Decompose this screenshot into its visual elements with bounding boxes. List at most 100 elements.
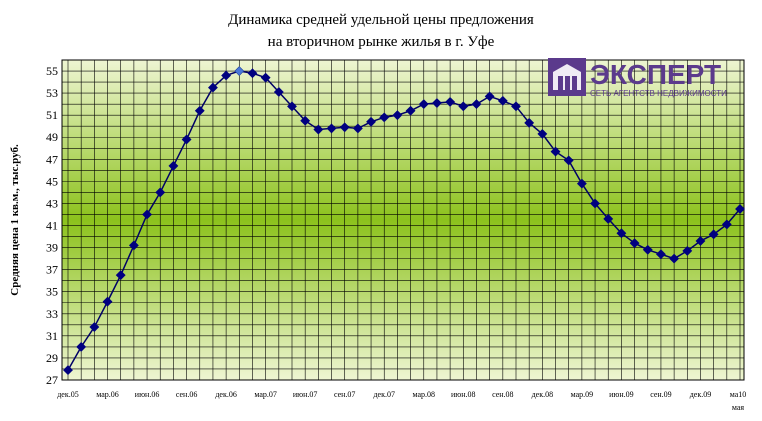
data-point-marker xyxy=(629,238,640,249)
data-point-marker xyxy=(735,204,745,214)
data-point-marker xyxy=(313,124,324,135)
y-tick-label: 55 xyxy=(46,64,58,78)
x-tick-label: сен.09 xyxy=(650,390,671,399)
y-tick-label: 29 xyxy=(46,351,58,365)
y-axis-ticks: 27 29 31 33 35 37 39 41 43 45 47 49 51 53 55 xyxy=(46,64,58,387)
x-tick-label: сен.08 xyxy=(492,390,513,399)
y-tick-label: 27 xyxy=(46,373,58,387)
y-tick-label: 39 xyxy=(46,241,58,255)
data-point-marker xyxy=(142,209,152,220)
data-point-marker xyxy=(432,98,442,108)
data-point-marker xyxy=(89,322,100,332)
y-tick-label: 53 xyxy=(46,86,58,100)
data-point-marker xyxy=(721,219,732,230)
y-tick-label: 49 xyxy=(46,130,58,144)
x-tick-label: дек.09 xyxy=(690,390,712,399)
data-point-marker xyxy=(352,123,363,134)
data-point-marker xyxy=(168,161,179,171)
x-tick-label: дек.05 xyxy=(57,390,79,399)
data-point-marker xyxy=(405,105,416,116)
y-tick-label: 33 xyxy=(46,307,58,321)
y-tick-label: 35 xyxy=(46,285,58,299)
x-tick-label: июн.08 xyxy=(451,390,476,399)
data-point-marker xyxy=(458,101,469,112)
data-point-marker xyxy=(497,95,508,106)
data-point-marker xyxy=(695,236,706,246)
x-axis-ticks: дек.05 мар.06 июн.06 сен.06 дек.06 мар.07 июн.… xyxy=(57,390,746,412)
data-point-marker xyxy=(590,198,600,209)
data-point-marker xyxy=(221,70,232,81)
data-point-marker xyxy=(102,296,113,307)
x-tick-label: дек.08 xyxy=(532,390,554,399)
data-point-marker xyxy=(656,249,666,260)
data-point-marker xyxy=(471,99,482,110)
gridlines xyxy=(61,59,745,381)
chart-title-line-1: Динамика средней удельной цены предложен… xyxy=(228,12,534,28)
data-point-marker xyxy=(682,245,693,256)
x-tick-label: сен.06 xyxy=(176,390,197,399)
data-point-marker xyxy=(234,66,245,76)
data-point-marker xyxy=(326,123,337,134)
x-tick-label: дек.06 xyxy=(215,390,237,399)
y-axis-label: Средняя цена 1 кв.м., тыс.руб. xyxy=(9,144,21,296)
data-point-marker xyxy=(247,68,258,79)
data-point-marker xyxy=(418,99,429,110)
data-point-marker xyxy=(616,228,627,239)
series-line xyxy=(67,70,741,371)
data-point-marker xyxy=(524,117,535,128)
data-point-marker xyxy=(669,253,680,264)
y-tick-label: 43 xyxy=(46,196,58,210)
data-point-marker xyxy=(208,82,218,93)
data-point-marker xyxy=(128,240,139,251)
plot-area xyxy=(62,60,744,380)
x-tick-label: мар.07 xyxy=(254,390,277,399)
data-point-marker xyxy=(379,112,390,123)
y-tick-label: 45 xyxy=(46,174,58,188)
data-point-marker xyxy=(260,72,271,83)
data-point-marker xyxy=(392,110,403,121)
x-tick-label: дек.07 xyxy=(373,390,395,399)
data-point-marker xyxy=(563,155,574,166)
data-point-marker xyxy=(115,270,126,281)
data-point-marker xyxy=(339,122,350,133)
x-tick-label: июн.07 xyxy=(293,390,318,399)
data-point-marker xyxy=(550,146,561,157)
data-point-marker xyxy=(445,97,456,107)
data-point-marker xyxy=(76,341,87,352)
y-tick-label: 47 xyxy=(46,152,58,166)
y-tick-label: 51 xyxy=(46,108,58,122)
data-point-marker xyxy=(273,87,284,97)
y-tick-label: 41 xyxy=(46,219,58,233)
data-point-marker xyxy=(366,116,376,127)
x-tick-label: ма10 xyxy=(730,390,747,399)
plot-border xyxy=(61,59,745,381)
data-point-marker xyxy=(642,244,653,255)
data-point-marker xyxy=(603,213,614,224)
chart-title-line-2: на вторичном рынке жилья в г. Уфе xyxy=(268,34,495,50)
data-point-marker xyxy=(484,91,495,102)
data-point-marker xyxy=(63,365,73,375)
logo-tagline: СЕТЬ АГЕНТСТВ НЕДВИЖИМОСТИ xyxy=(590,89,727,98)
series-line-group xyxy=(63,66,745,375)
data-point-marker xyxy=(511,101,521,112)
logo: ЭКСПЕРТ СЕТЬ АГЕНТСТВ НЕДВИЖИМОСТИ xyxy=(548,58,727,98)
x-tick-label: мар.08 xyxy=(412,390,435,399)
x-tick-label: июн.09 xyxy=(609,390,634,399)
x-tick-label: сен.07 xyxy=(334,390,355,399)
data-point-marker xyxy=(155,187,166,198)
y-tick-label: 37 xyxy=(46,263,58,277)
data-point-marker xyxy=(708,229,719,240)
data-point-marker xyxy=(194,105,205,116)
logo-name: ЭКСПЕРТ xyxy=(590,59,721,90)
data-point-marker xyxy=(300,115,311,126)
x-tick-label: мар.06 xyxy=(96,390,119,399)
x-tick-label: мар.09 xyxy=(571,390,594,399)
data-point-marker xyxy=(287,101,297,112)
data-point-marker xyxy=(537,129,548,139)
data-point-marker xyxy=(181,134,192,145)
x-tick-label-extra: мая xyxy=(732,403,745,412)
x-tick-label: июн.06 xyxy=(135,390,160,399)
y-tick-label: 31 xyxy=(46,329,58,343)
data-point-marker xyxy=(576,178,587,189)
